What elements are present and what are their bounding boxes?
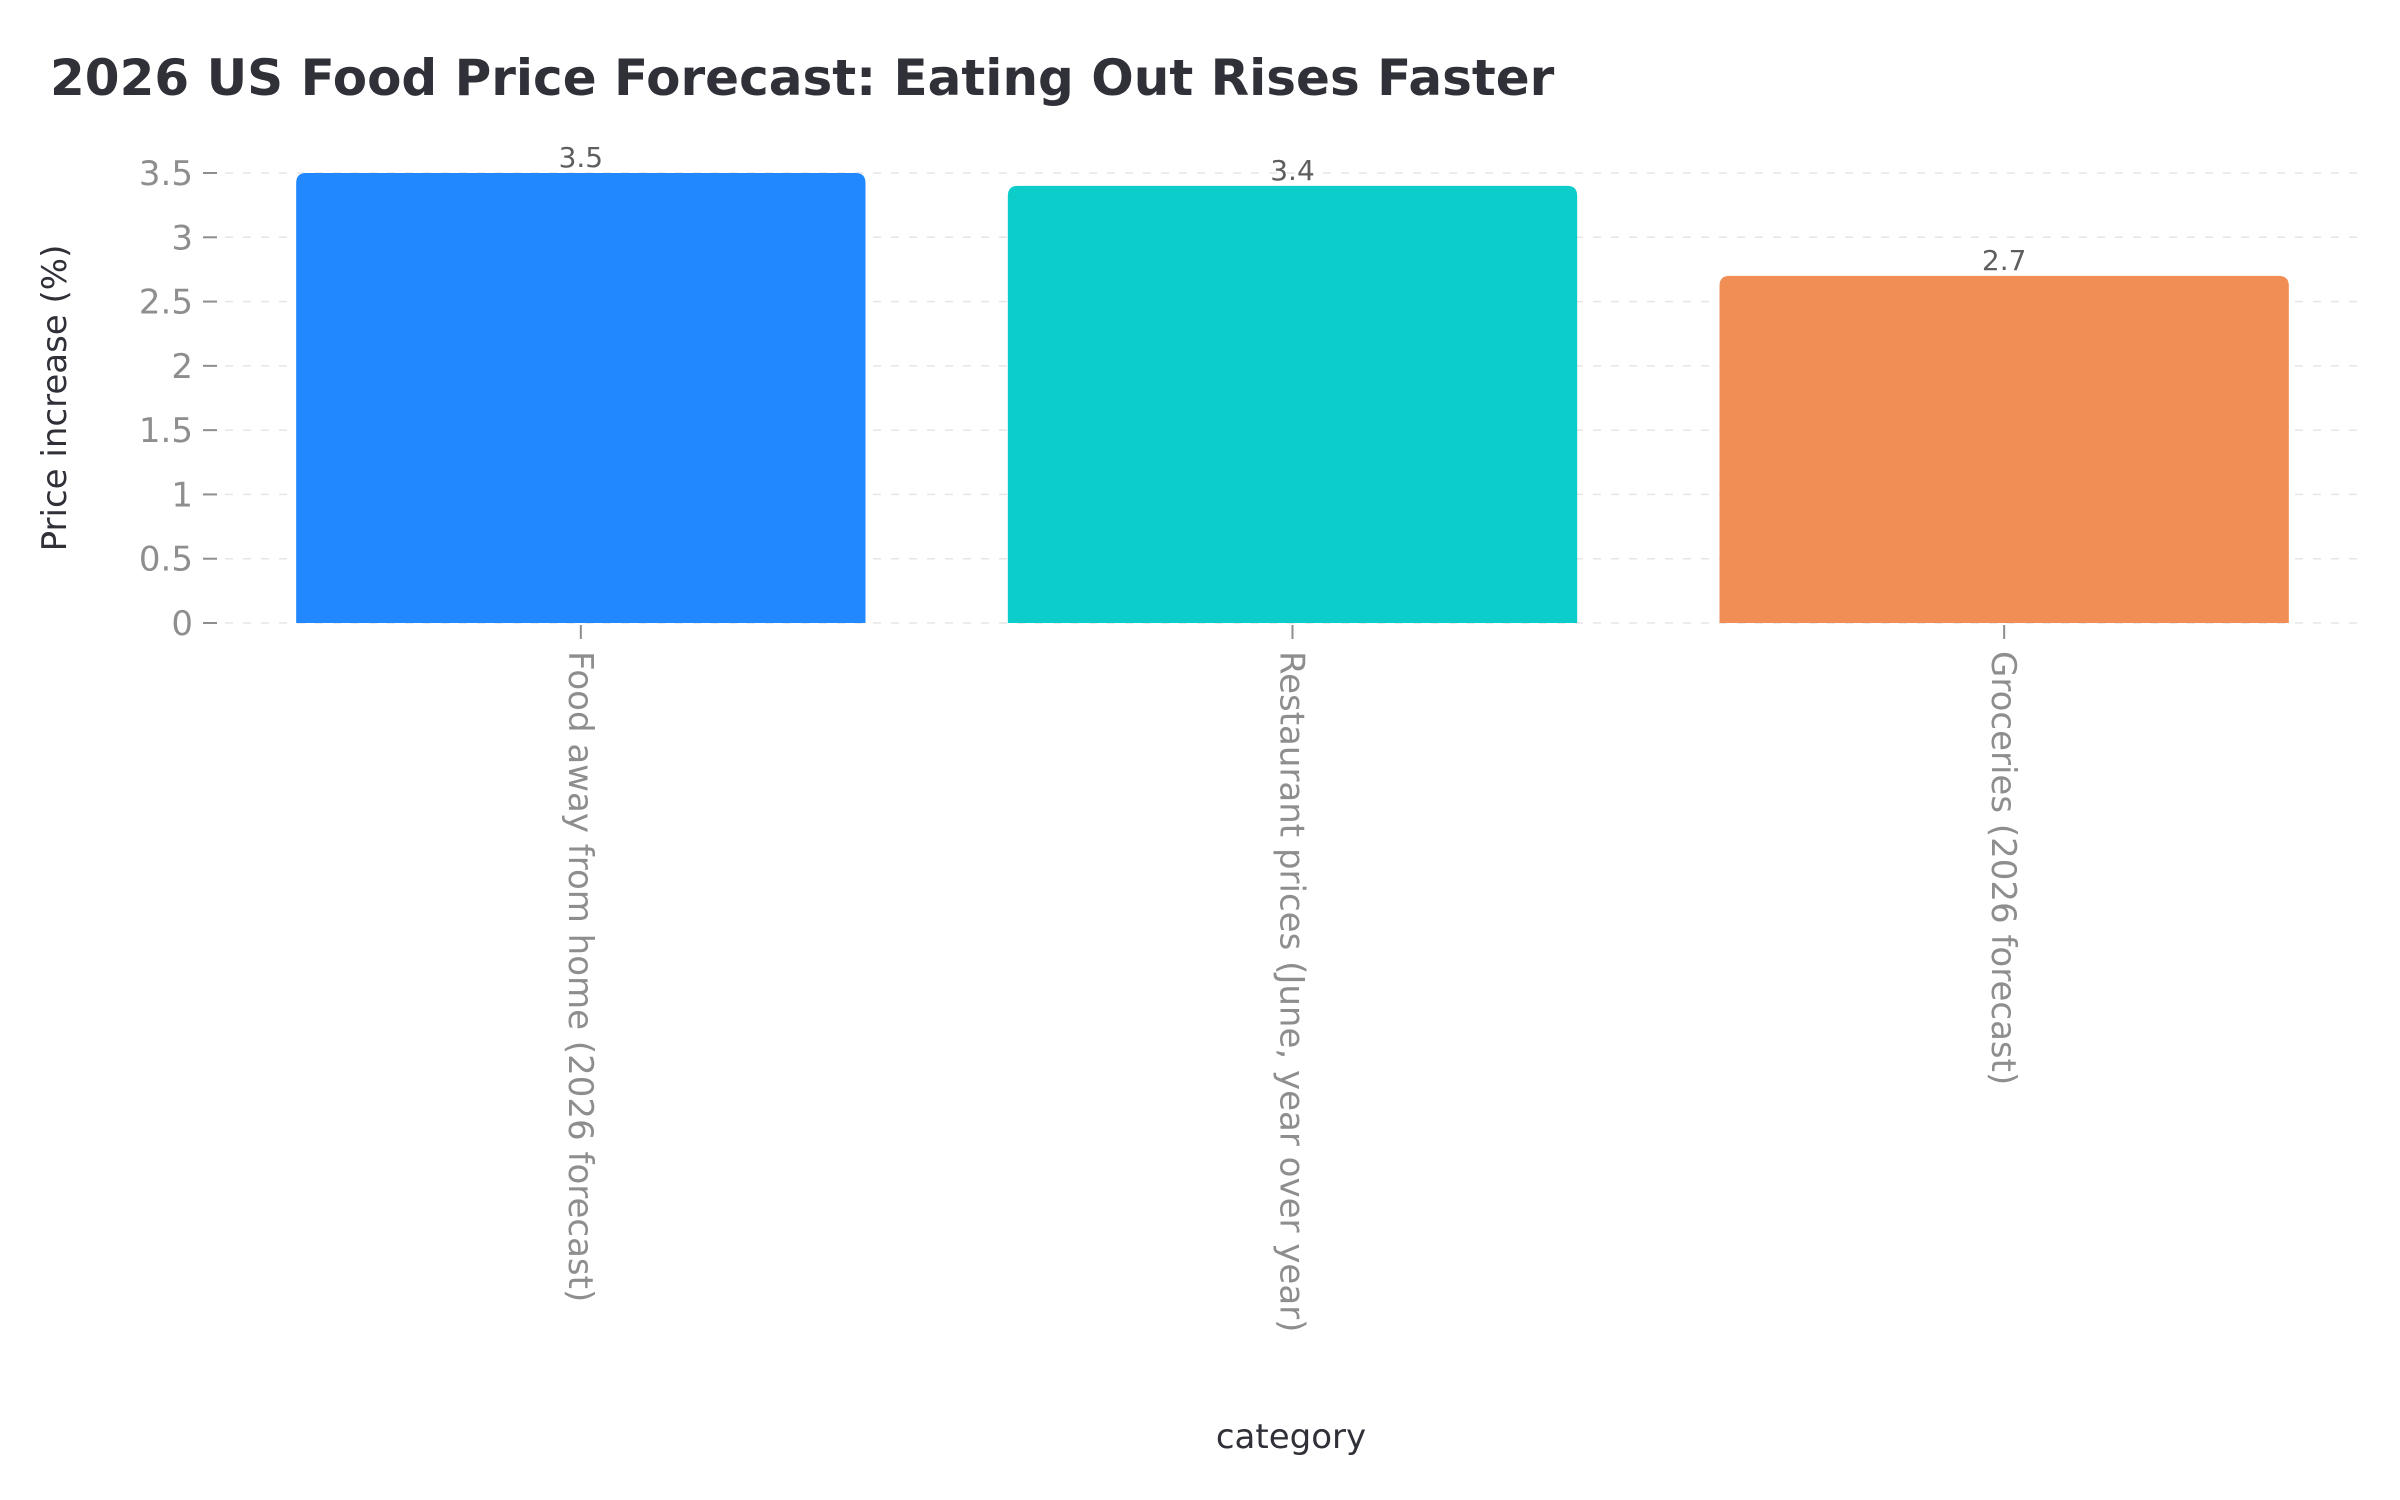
y-tick-label: 1.5 xyxy=(139,411,193,451)
x-tick-label: Food away from home (2026 forecast) xyxy=(560,651,600,1302)
bar-value-label: 3.4 xyxy=(1270,154,1315,187)
data-label-layer: 3.5 3.4 2.7 xyxy=(559,141,2027,277)
y-tick-label: 3.5 xyxy=(139,154,193,194)
bar xyxy=(1719,275,2289,623)
chart-title: 2026 US Food Price Forecast: Eating Out … xyxy=(50,49,1555,107)
bar xyxy=(1007,185,1578,623)
bar-value-label: 2.7 xyxy=(1982,244,2027,277)
y-tick-label: 2 xyxy=(171,347,193,387)
x-axis-label: category xyxy=(1216,1417,1366,1457)
x-tick-label: Restaurant prices (June, year over year) xyxy=(1272,651,1312,1332)
bar-value-label: 3.5 xyxy=(559,141,604,174)
x-axis: Food away from home (2026 forecast) Resta… xyxy=(560,625,2023,1332)
bar xyxy=(296,173,866,623)
y-tick-label: 1 xyxy=(171,475,193,515)
y-axis-label: Price increase (%) xyxy=(35,245,75,552)
bar-layer xyxy=(296,173,2289,623)
y-tick-label: 0 xyxy=(171,604,193,644)
y-axis: 0 0.5 1 1.5 2 2.5 3 3.5 xyxy=(139,154,217,644)
x-tick-label: Groceries (2026 forecast) xyxy=(1983,651,2023,1085)
y-tick-label: 2.5 xyxy=(139,283,193,323)
y-tick-label: 0.5 xyxy=(139,540,193,580)
y-tick-label: 3 xyxy=(171,218,193,258)
